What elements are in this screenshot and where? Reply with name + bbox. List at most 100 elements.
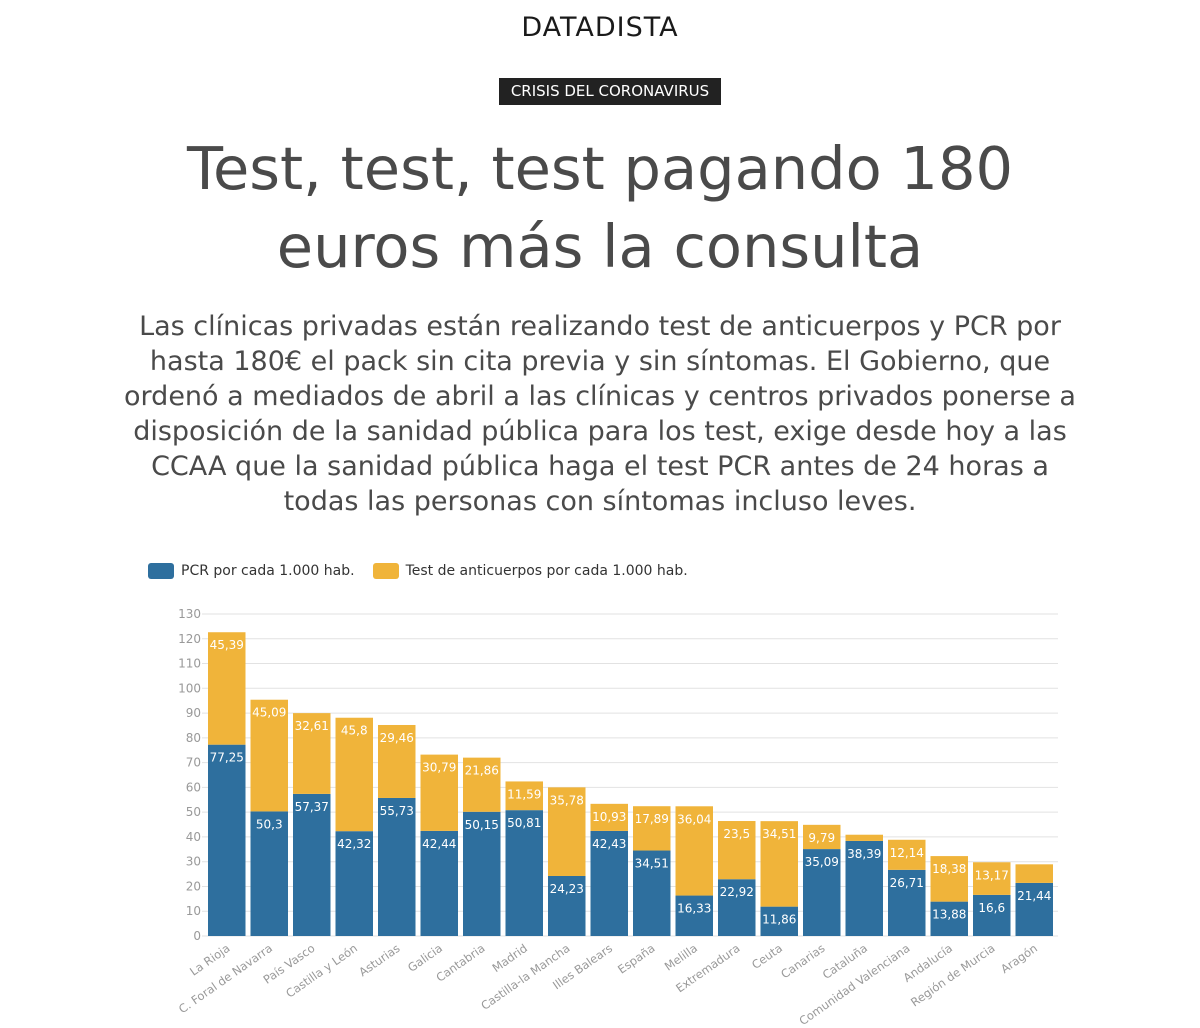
bar-antibody xyxy=(930,856,968,902)
data-label-antibody: 11,59 xyxy=(507,787,541,801)
data-label-pcr: 22,92 xyxy=(720,885,754,899)
data-label-antibody: 35,78 xyxy=(550,793,584,807)
bar-pcr xyxy=(505,810,543,936)
data-label-pcr: 55,73 xyxy=(380,804,414,818)
bar-pcr xyxy=(548,875,586,936)
bar-pcr xyxy=(973,894,1011,936)
data-label-pcr: 50,15 xyxy=(465,818,499,832)
data-label-pcr: 11,86 xyxy=(762,913,796,927)
bar-pcr xyxy=(250,811,288,936)
bar-antibody xyxy=(718,821,756,880)
bar-pcr xyxy=(463,811,501,936)
data-label-pcr: 42,43 xyxy=(592,837,626,851)
y-tick-label: 120 xyxy=(178,632,201,646)
data-label-antibody: 34,51 xyxy=(762,827,796,841)
legend-item-pcr: PCR por cada 1.000 hab. xyxy=(148,563,355,579)
y-tick-label: 10 xyxy=(186,904,201,918)
stacked-bar-chart: 0 10 20 30 40 50 60 70 80 90 100 110 120 130 77,25 45,3… xyxy=(176,607,1058,1028)
bar-pcr xyxy=(378,797,416,936)
y-tick-label: 110 xyxy=(178,657,201,671)
legend-item-antibody: Test de anticuerpos por cada 1.000 hab. xyxy=(372,563,688,579)
data-label-antibody: 36,04 xyxy=(677,812,711,826)
x-tick-label: Castilla y León xyxy=(283,941,360,1001)
data-label-antibody: 10,93 xyxy=(592,810,626,824)
bar-antibody xyxy=(378,724,416,798)
bar-pcr xyxy=(675,895,713,936)
bar-antibody xyxy=(463,757,501,812)
bar-antibody xyxy=(590,803,628,831)
bar-pcr xyxy=(420,830,458,936)
bar-pcr xyxy=(335,831,373,936)
bar-pcr xyxy=(208,744,246,936)
data-label-antibody: 29,46 xyxy=(380,731,414,745)
bar-pcr xyxy=(718,879,756,936)
y-tick-label: 20 xyxy=(186,879,201,893)
legend-label-antibody: Test de anticuerpos por cada 1.000 hab. xyxy=(405,563,688,579)
bar-pcr xyxy=(590,830,628,936)
data-label-antibody: 9,79 xyxy=(808,831,835,845)
data-label-pcr: 42,44 xyxy=(422,837,456,851)
data-label-pcr: 35,09 xyxy=(805,855,839,869)
data-label-pcr: 21,44 xyxy=(1017,889,1051,903)
data-label-pcr: 16,33 xyxy=(677,902,711,916)
bar-antibody xyxy=(973,862,1011,895)
data-label-antibody: 21,86 xyxy=(465,764,499,778)
x-tick-label: Canarias xyxy=(778,941,827,981)
section-tag[interactable]: CRISIS DEL CORONAVIRUS xyxy=(499,78,721,105)
bar-antibody xyxy=(208,632,246,745)
bar-pcr xyxy=(803,849,841,936)
bar-antibody xyxy=(888,839,926,870)
data-label-pcr: 77,25 xyxy=(210,751,244,765)
y-tick-label: 40 xyxy=(186,830,201,844)
legend-swatch-pcr xyxy=(148,563,174,579)
data-label-pcr: 24,23 xyxy=(550,882,584,896)
data-label-antibody: 12,14 xyxy=(890,846,924,860)
y-tick-label: 130 xyxy=(178,607,201,621)
data-label-pcr: 34,51 xyxy=(635,857,669,871)
x-tick-label: España xyxy=(615,941,657,977)
bar-pcr xyxy=(930,901,968,936)
y-tick-label: 60 xyxy=(186,780,201,794)
legend-swatch-antibody xyxy=(372,563,399,579)
data-label-antibody: 45,8 xyxy=(341,724,368,738)
bar-pcr xyxy=(633,850,671,936)
data-label-antibody: 17,89 xyxy=(635,812,669,826)
bar-antibody xyxy=(633,806,671,851)
legend-label-pcr: PCR por cada 1.000 hab. xyxy=(181,563,355,579)
bar-antibody xyxy=(420,754,458,831)
data-label-antibody: 45,09 xyxy=(252,706,286,720)
bar-antibody xyxy=(548,787,586,876)
data-label-pcr: 50,81 xyxy=(507,816,541,830)
bar-pcr xyxy=(760,906,798,936)
data-label-antibody: 45,39 xyxy=(210,638,244,652)
data-label-pcr: 50,3 xyxy=(256,817,283,831)
y-tick-label: 100 xyxy=(178,681,201,695)
bar-antibody xyxy=(1015,864,1053,883)
bar-pcr xyxy=(888,869,926,936)
bar-antibody xyxy=(760,821,798,907)
y-tick-label: 80 xyxy=(186,731,201,745)
bar-antibody xyxy=(335,717,373,832)
y-tick-label: 0 xyxy=(193,929,201,943)
brand-logo: DATADISTA xyxy=(521,12,679,43)
y-tick-label: 30 xyxy=(186,855,201,869)
bar-antibody xyxy=(293,713,331,794)
lede-paragraph: Las clínicas privadas están realizando t… xyxy=(124,311,1076,517)
data-label-pcr: 42,32 xyxy=(337,837,371,851)
bar-pcr xyxy=(845,840,883,936)
page-title: Test, test, test pagando 180 euros más l… xyxy=(186,134,1014,281)
x-tick-label: Ceuta xyxy=(749,941,785,972)
data-label-pcr: 57,37 xyxy=(295,800,329,814)
y-tick-label: 90 xyxy=(186,706,201,720)
bar-antibody xyxy=(250,699,288,812)
bar-antibody xyxy=(845,834,883,841)
data-label-antibody: 13,17 xyxy=(975,868,1009,882)
chart-legend: PCR por cada 1.000 hab. Test de anticuer… xyxy=(148,563,706,579)
bar-pcr xyxy=(1015,882,1053,936)
data-label-antibody: 18,38 xyxy=(932,862,966,876)
data-label-pcr: 38,39 xyxy=(847,847,881,861)
bar-pcr xyxy=(293,793,331,936)
bar-antibody xyxy=(505,781,543,811)
data-label-antibody: 23,5 xyxy=(723,827,750,841)
data-label-pcr: 13,88 xyxy=(932,908,966,922)
